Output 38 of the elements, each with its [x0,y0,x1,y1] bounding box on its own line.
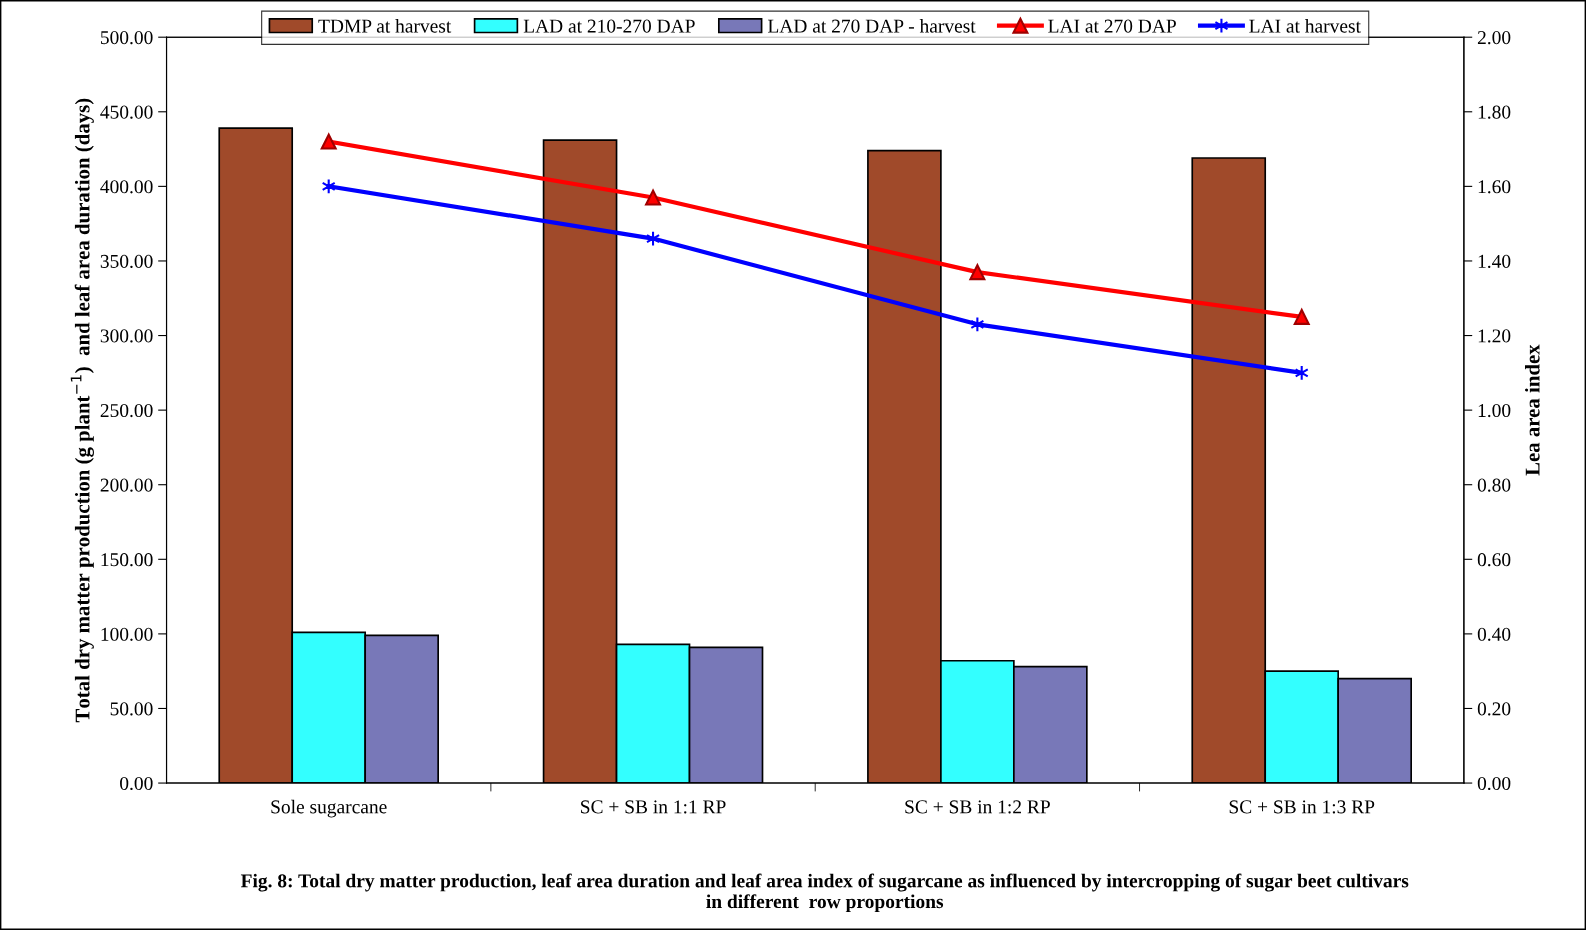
y-tick-label: 500.00 [100,31,153,45]
y2-tick-label: 1.80 [1478,105,1511,119]
y-tick-label: 200.00 [100,478,153,492]
y-tick-label: 100.00 [101,627,153,641]
y2-tick-label: 0.80 [1477,478,1511,492]
y2-tick-label: 1.40 [1478,254,1511,268]
x-tick-label: Sole sugarcane [271,799,387,818]
text: Fig. 8: Total dry matter production, leaf area duration and leaf area index of sugarcane as influenced by intercropping of sugar beet cultivars in different row proportions [240,873,1409,913]
y-tick-label: 250.00 [100,403,153,418]
y2-tick-label: 1.20 [1478,329,1511,343]
y-tick-label: 50.00 [110,702,153,716]
y2-tick-label: 2.00 [1477,31,1511,45]
y2-tick-label: 0.40 [1477,627,1511,641]
point [1293,308,1310,325]
legend-label: LAD at 210-270 DAP [523,19,695,33]
y2-tick-label: 1.00 [1478,403,1511,418]
y2-tick-label: 1.60 [1478,180,1511,194]
x-tick-label: SC + SB in 1:2 RP [905,800,1050,814]
y2-tick-label: 0.00 [1477,776,1511,791]
y2-axis-title: Lea area index [1524,344,1540,476]
y-axis-title: Total dry matter production (g plant$^{−1}$) and leaf area duration (days) [70,98,94,723]
point [969,264,986,281]
y2-tick-label: 0.20 [1477,702,1511,716]
y-tick-label: 450.00 [100,105,153,119]
y-tick-label: 0.00 [120,776,153,791]
legend-label: LAI at harvest [1249,18,1361,33]
legend-label: TDMP at harvest [318,18,452,33]
x-tick-label: SC + SB in 1:3 RP [1229,800,1375,814]
point [320,133,337,150]
legend-label: LAD at 270 DAP - harvest [767,18,976,33]
y2-tick-label: 0.60 [1477,553,1511,567]
y-tick-label: 150.00 [101,553,153,567]
legend-label: LAI at 270 DAP [1048,19,1176,33]
y-tick-label: 400.00 [100,180,153,194]
y-tick-label: 300.00 [100,329,153,343]
x-tick-label: SC + SB in 1:1 RP [581,800,726,814]
point [645,189,662,206]
y-tick-label: 350.00 [100,254,153,268]
